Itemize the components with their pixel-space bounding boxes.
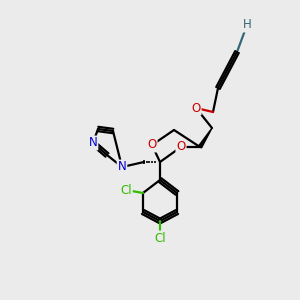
Text: Cl: Cl — [120, 184, 132, 196]
Text: N: N — [88, 136, 98, 149]
Text: O: O — [147, 139, 157, 152]
Polygon shape — [199, 128, 212, 148]
Text: Cl: Cl — [154, 232, 166, 244]
Text: H: H — [243, 19, 251, 32]
Text: O: O — [191, 101, 201, 115]
Text: O: O — [176, 140, 186, 154]
Text: N: N — [118, 160, 126, 173]
